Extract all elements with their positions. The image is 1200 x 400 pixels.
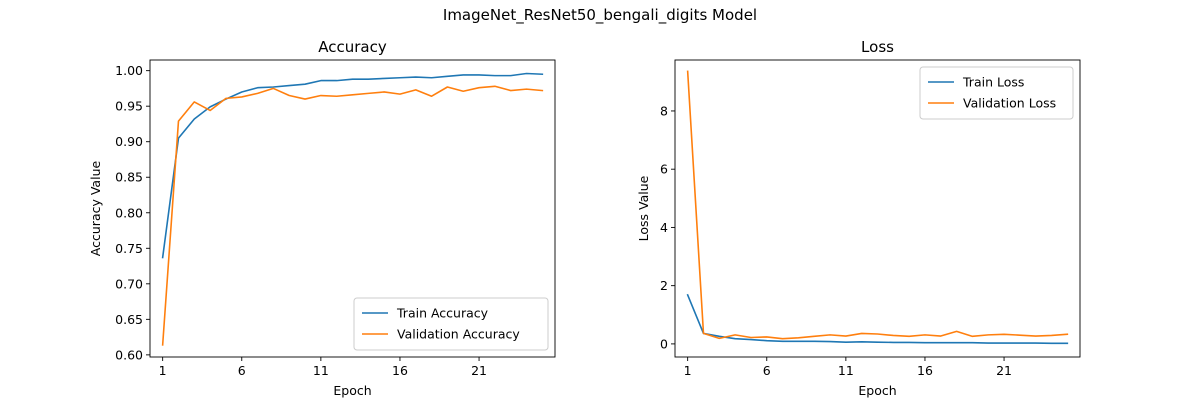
y-tick-label: 2 (660, 278, 668, 293)
x-tick-label: 1 (159, 363, 167, 378)
x-tick-label: 6 (238, 363, 246, 378)
figure-title: ImageNet_ResNet50_bengali_digits Model (443, 6, 757, 25)
series-line-train (686, 293, 1069, 345)
y-axis-label: Accuracy Value (88, 161, 103, 257)
x-tick-label: 11 (838, 363, 854, 378)
x-tick-label: 21 (996, 363, 1012, 378)
axes-frame (149, 59, 556, 358)
x-tick-label: 6 (763, 363, 771, 378)
legend-label: Validation Accuracy (397, 327, 520, 342)
x-tick-label: 11 (313, 363, 329, 378)
legend-label: Train Accuracy (396, 306, 489, 321)
x-axis-label: Epoch (858, 383, 896, 398)
legend-label: Validation Loss (963, 96, 1056, 111)
y-tick-label: 0.95 (115, 99, 143, 114)
y-tick-label: 1.00 (115, 63, 143, 78)
x-axis-label: Epoch (333, 383, 371, 398)
chart-title: Accuracy (318, 38, 387, 56)
y-tick-label: 0.60 (115, 347, 143, 362)
y-tick-label: 0.90 (115, 134, 143, 149)
y-tick-label: 0.75 (115, 241, 143, 256)
legend: Train Accuracy Validation Accuracy (353, 297, 549, 351)
y-tick-label: 4 (660, 220, 668, 235)
legend-label: Train Loss (962, 75, 1024, 90)
axes-frame (674, 59, 1081, 358)
series-line-train (161, 72, 544, 259)
y-tick-label: 8 (660, 103, 668, 118)
x-tick-label: 16 (917, 363, 933, 378)
series-line-validation (161, 85, 544, 346)
chart-title: Loss (861, 38, 894, 56)
x-tick-label: 21 (471, 363, 487, 378)
legend-frame (919, 66, 1074, 120)
y-tick-label: 0.85 (115, 170, 143, 185)
legend-frame (353, 297, 549, 351)
y-tick-label: 0.70 (115, 276, 143, 291)
y-tick-label: 0 (660, 336, 668, 351)
y-tick-label: 0.80 (115, 205, 143, 220)
series-line-validation (686, 70, 1069, 340)
y-tick-label: 6 (660, 162, 668, 177)
y-tick-label: 0.65 (115, 312, 143, 327)
x-tick-label: 1 (684, 363, 692, 378)
legend: Train Loss Validation Loss (919, 66, 1074, 120)
x-tick-label: 16 (392, 363, 408, 378)
y-axis-label: Loss Value (636, 175, 651, 241)
